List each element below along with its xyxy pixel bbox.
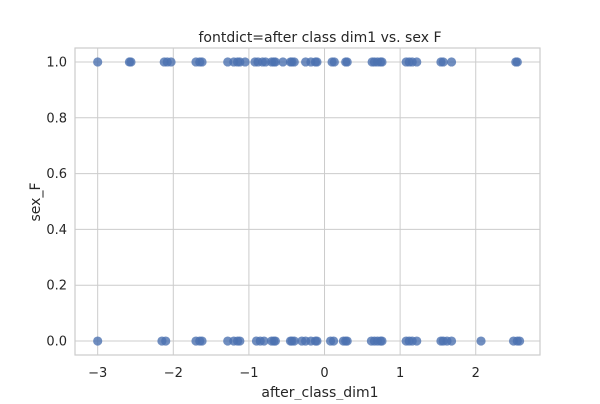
points-layer	[93, 57, 525, 346]
data-point	[377, 336, 387, 346]
data-point	[161, 336, 171, 346]
y-axis-label: sex_F	[28, 183, 44, 222]
data-point	[289, 57, 299, 67]
x-tick-label: 2	[472, 366, 480, 381]
x-tick-label: −3	[88, 366, 107, 381]
axes-spines	[74, 47, 541, 356]
data-point	[312, 336, 322, 346]
x-tick-label: 0	[320, 366, 328, 381]
data-point	[512, 57, 522, 67]
data-point	[377, 57, 387, 67]
data-point	[278, 57, 288, 67]
data-point	[235, 336, 245, 346]
x-tick-label: −2	[164, 366, 183, 381]
y-tick-label: 0.2	[46, 279, 67, 294]
data-point	[328, 336, 339, 346]
data-point	[476, 336, 486, 346]
data-point	[93, 336, 103, 346]
x-axis-label: after_class_dim1	[261, 385, 378, 400]
data-point	[412, 57, 422, 67]
data-point	[270, 57, 280, 67]
data-point	[446, 336, 457, 346]
data-point	[438, 57, 448, 67]
data-point	[329, 57, 339, 67]
data-point	[312, 57, 322, 67]
data-point	[289, 336, 299, 346]
data-point	[126, 57, 136, 67]
data-point	[270, 336, 280, 346]
y-tick-label: 0.4	[46, 223, 67, 238]
y-tick-label: 1.0	[46, 55, 67, 70]
data-point	[166, 57, 176, 67]
y-tick-label: 0.6	[46, 167, 67, 182]
x-tick-label: −1	[239, 366, 258, 381]
chart-title: fontdict=after class dim1 vs. sex F	[198, 30, 441, 46]
data-point	[197, 336, 207, 346]
data-point	[342, 336, 352, 346]
data-point	[446, 57, 457, 67]
plot-frame	[74, 47, 541, 356]
data-point	[412, 336, 422, 346]
y-tick-label: 0.8	[46, 111, 67, 126]
x-axis-ticks: −3 −2 −1 0 1 2	[88, 366, 480, 381]
data-point	[197, 57, 207, 67]
y-tick-label: 0.0	[46, 335, 67, 350]
data-point	[93, 57, 103, 67]
grid-layer	[75, 48, 540, 355]
y-axis-ticks: 0.0 0.2 0.4 0.6 0.8 1.0	[46, 55, 67, 349]
data-point	[342, 57, 352, 67]
data-point	[240, 57, 250, 67]
data-point	[514, 336, 525, 346]
data-point	[259, 336, 269, 346]
x-tick-label: 1	[396, 366, 404, 381]
